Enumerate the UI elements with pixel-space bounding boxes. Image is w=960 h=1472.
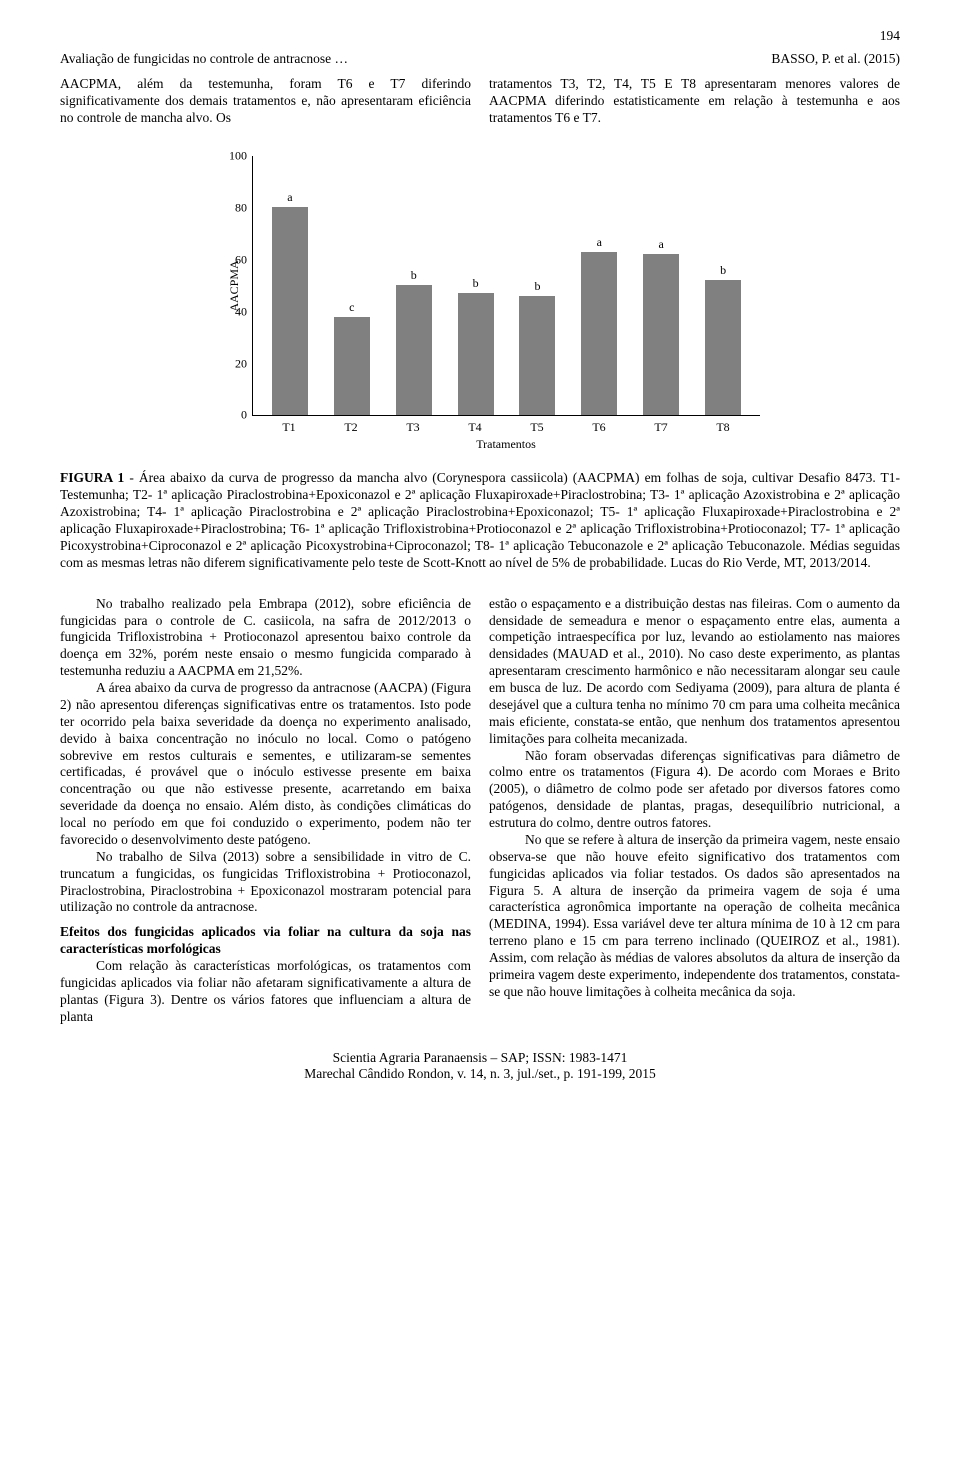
- header-left: Avaliação de fungicidas no controle de a…: [60, 51, 348, 68]
- y-tick-label: 60: [235, 252, 253, 267]
- y-tick-label: 20: [235, 356, 253, 371]
- bar: [396, 285, 432, 415]
- bar-group-letter: b: [411, 268, 417, 283]
- header-right: BASSO, P. et al. (2015): [771, 51, 900, 68]
- y-tick-label: 0: [241, 408, 253, 423]
- x-tick-label: T6: [568, 420, 630, 435]
- bar-group-letter: a: [597, 235, 602, 250]
- bar: [519, 296, 555, 416]
- body-left-p4: Com relação às características morfológi…: [60, 958, 471, 1026]
- body-left-heading: Efeitos dos fungicidas aplicados via fol…: [60, 924, 471, 958]
- x-tick-label: T8: [692, 420, 754, 435]
- footer-line-1: Scientia Agraria Paranaensis – SAP; ISSN…: [60, 1050, 900, 1067]
- bar: [272, 207, 308, 415]
- bar-group-letter: a: [659, 237, 664, 252]
- body-right-p1: estão o espaçamento e a distribuição des…: [489, 596, 900, 748]
- bar: [581, 252, 617, 416]
- bar-column: b: [383, 268, 445, 415]
- caption-body: - Área abaixo da curva de progresso da m…: [60, 470, 900, 569]
- bar-group-letter: a: [287, 190, 292, 205]
- x-tick-label: T4: [444, 420, 506, 435]
- x-tick-label: T1: [258, 420, 320, 435]
- body-left-p2: A área abaixo da curva de progresso da a…: [60, 680, 471, 849]
- footer-line-2: Marechal Cândido Rondon, v. 14, n. 3, ju…: [60, 1066, 900, 1083]
- bar: [458, 293, 494, 415]
- body-right-p2: Não foram observadas diferenças signific…: [489, 748, 900, 832]
- x-tick-label: T5: [506, 420, 568, 435]
- page-footer: Scientia Agraria Paranaensis – SAP; ISSN…: [60, 1050, 900, 1084]
- bar-column: b: [692, 263, 754, 415]
- x-axis-title: Tratamentos: [252, 437, 760, 452]
- x-tick-label: T7: [630, 420, 692, 435]
- y-tick-label: 100: [229, 149, 253, 164]
- bar-column: c: [321, 300, 383, 416]
- bar-column: a: [259, 190, 321, 415]
- y-tick-label: 40: [235, 304, 253, 319]
- bar-group-letter: c: [349, 300, 354, 315]
- body-left-p1: No trabalho realizado pela Embrapa (2012…: [60, 596, 471, 680]
- bar-column: a: [630, 237, 692, 415]
- body-left-p3: No trabalho de Silva (2013) sobre a sens…: [60, 849, 471, 917]
- page-number: 194: [60, 28, 900, 45]
- bar-group-letter: b: [720, 263, 726, 278]
- bar-group-letter: b: [473, 276, 479, 291]
- body-two-column: No trabalho realizado pela Embrapa (2012…: [60, 596, 900, 1026]
- running-header: Avaliação de fungicidas no controle de a…: [60, 51, 900, 68]
- bar: [334, 317, 370, 416]
- bar-group-letter: b: [534, 279, 540, 294]
- figure-1-chart: AACPMA acbbbaab 020406080100 T1T2T3T4T5T…: [60, 156, 900, 452]
- bar-column: a: [568, 235, 630, 416]
- x-tick-label: T3: [382, 420, 444, 435]
- figure-1-caption: FIGURA 1 - Área abaixo da curva de progr…: [60, 470, 900, 571]
- top-col-left: AACPMA, além da testemunha, foram T6 e T…: [60, 76, 471, 127]
- body-col-left: No trabalho realizado pela Embrapa (2012…: [60, 596, 471, 1026]
- x-tick-label: T2: [320, 420, 382, 435]
- bar: [705, 280, 741, 415]
- top-col-right: tratamentos T3, T2, T4, T5 E T8 apresent…: [489, 76, 900, 127]
- bar: [643, 254, 679, 415]
- y-tick-label: 80: [235, 201, 253, 216]
- body-right-p3: No que se refere à altura de inserção da…: [489, 832, 900, 1001]
- bar-column: b: [445, 276, 507, 415]
- bar-column: b: [507, 279, 569, 416]
- body-col-right: estão o espaçamento e a distribuição des…: [489, 596, 900, 1026]
- top-two-column: AACPMA, além da testemunha, foram T6 e T…: [60, 76, 900, 127]
- caption-label: FIGURA 1: [60, 470, 124, 485]
